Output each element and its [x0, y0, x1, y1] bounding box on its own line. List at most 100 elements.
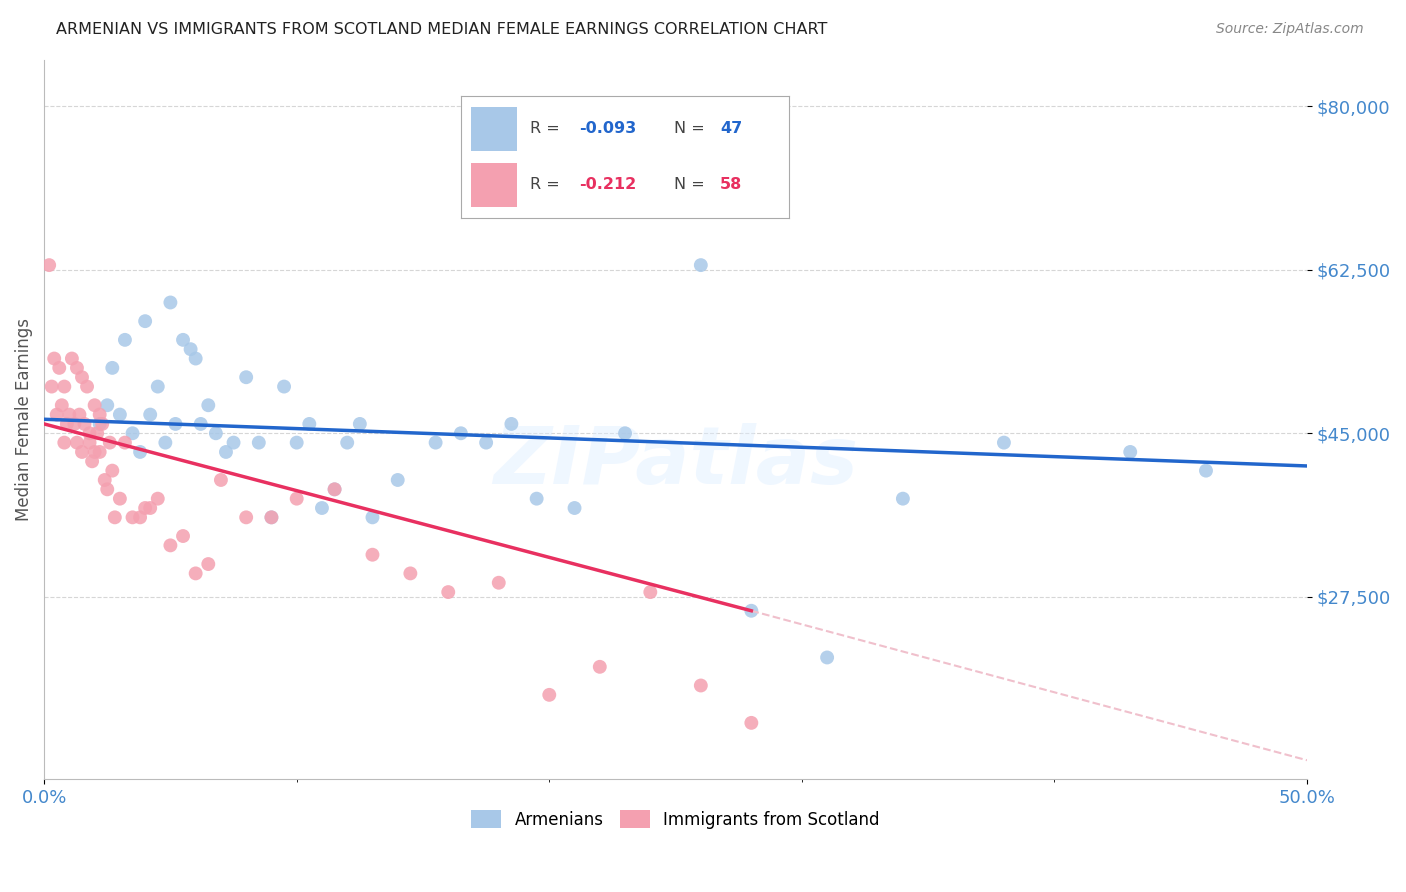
Point [101, 464, 124, 478]
Point [425, 435, 447, 450]
Point [285, 435, 308, 450]
Point [134, 501, 156, 516]
Point [93, 473, 115, 487]
Point [180, 342, 202, 356]
Point [53, 435, 76, 450]
Point [640, 585, 662, 599]
Point [108, 408, 131, 422]
Point [51, 398, 73, 412]
Point [361, 548, 384, 562]
Point [58, 408, 80, 422]
Point [205, 426, 228, 441]
Point [349, 417, 371, 431]
Point [139, 408, 162, 422]
Point [222, 435, 245, 450]
Text: ARMENIAN VS IMMIGRANTS FROM SCOTLAND MEDIAN FEMALE EARNINGS CORRELATION CHART: ARMENIAN VS IMMIGRANTS FROM SCOTLAND MED… [56, 22, 828, 37]
Point [89, 417, 111, 431]
Point [146, 491, 169, 506]
Point [298, 417, 321, 431]
Point [45, 408, 67, 422]
Point [387, 473, 409, 487]
Point [450, 426, 472, 441]
Point [815, 650, 838, 665]
Y-axis label: Median Female Earnings: Median Female Earnings [15, 318, 32, 521]
Point [526, 491, 548, 506]
Point [114, 435, 136, 450]
Point [501, 417, 523, 431]
Point [41, 379, 63, 393]
Point [38, 258, 60, 272]
Point [614, 426, 637, 441]
Point [139, 501, 162, 516]
Point [209, 473, 232, 487]
Point [215, 445, 238, 459]
Point [689, 678, 711, 692]
Point [159, 538, 181, 552]
Point [96, 483, 118, 497]
Point [134, 314, 156, 328]
Point [197, 398, 219, 412]
Point [129, 510, 152, 524]
Point [1195, 464, 1218, 478]
Point [323, 483, 346, 497]
Point [76, 379, 98, 393]
Point [172, 333, 194, 347]
Point [146, 379, 169, 393]
Point [689, 258, 711, 272]
Point [53, 379, 76, 393]
Point [114, 333, 136, 347]
Point [165, 417, 187, 431]
Point [488, 575, 510, 590]
Point [96, 398, 118, 412]
Point [69, 408, 91, 422]
Point [63, 417, 86, 431]
Point [190, 417, 212, 431]
Point [172, 529, 194, 543]
Point [184, 351, 207, 366]
Point [589, 660, 612, 674]
Point [197, 557, 219, 571]
Point [91, 417, 114, 431]
Point [399, 566, 422, 581]
Point [70, 370, 93, 384]
Point [260, 510, 283, 524]
Point [564, 501, 586, 516]
Point [993, 435, 1015, 450]
Point [48, 360, 70, 375]
Point [82, 454, 104, 468]
Point [437, 585, 460, 599]
Point [311, 501, 333, 516]
Point [121, 426, 143, 441]
Point [361, 510, 384, 524]
Point [89, 445, 111, 459]
Text: ZIPatlas: ZIPatlas [494, 424, 858, 501]
Point [740, 604, 762, 618]
Point [86, 426, 108, 441]
Point [98, 435, 121, 450]
Point [235, 370, 257, 384]
Point [89, 408, 111, 422]
Point [83, 398, 105, 412]
Point [323, 483, 346, 497]
Legend: Armenians, Immigrants from Scotland: Armenians, Immigrants from Scotland [464, 804, 887, 835]
Point [475, 435, 498, 450]
Point [184, 566, 207, 581]
Point [73, 417, 96, 431]
Point [1119, 445, 1142, 459]
Point [79, 426, 101, 441]
Point [108, 491, 131, 506]
Point [66, 435, 89, 450]
Point [66, 360, 89, 375]
Point [121, 510, 143, 524]
Point [273, 379, 295, 393]
Point [155, 435, 177, 450]
Point [260, 510, 283, 524]
Point [79, 435, 101, 450]
Point [285, 491, 308, 506]
Point [83, 445, 105, 459]
Point [235, 510, 257, 524]
Point [56, 417, 79, 431]
Point [891, 491, 914, 506]
Text: Source: ZipAtlas.com: Source: ZipAtlas.com [1216, 22, 1364, 37]
Point [336, 435, 359, 450]
